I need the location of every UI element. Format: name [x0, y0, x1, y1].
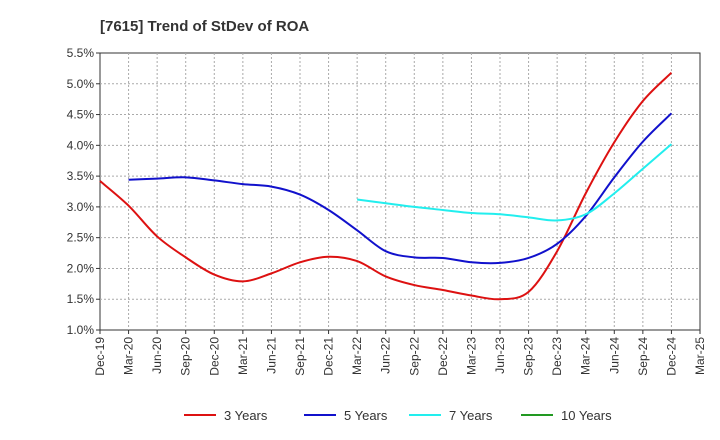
series-line-2 [128, 112, 673, 265]
y-tick-label: 2.0% [67, 261, 95, 275]
x-tick-label: Sep-23 [522, 337, 536, 376]
y-tick-label: 1.0% [67, 323, 95, 337]
y-tick-label: 2.5% [67, 231, 95, 245]
y-axis: 1.0% 1.5% 2.0% 2.5% 3.0% 3.5% 4.0% 4.5% 5.0% 5.5% [67, 46, 100, 337]
x-tick-label: Sep-21 [293, 337, 307, 376]
y-tick-label: 5.5% [67, 46, 95, 60]
legend: 3 Years 5 Years 7 Years 10 Years [184, 408, 612, 423]
x-tick-label: Jun-21 [264, 337, 278, 374]
x-tick-label: Jun-24 [607, 337, 621, 374]
x-tick-label: Dec-22 [436, 337, 450, 376]
y-tick-label: 5.0% [67, 77, 95, 91]
series-line-1 [99, 71, 673, 301]
legend-label-1: 3 Years [224, 408, 268, 423]
grid [100, 53, 700, 330]
x-tick-label: Sep-24 [636, 337, 650, 376]
x-tick-label: Dec-19 [93, 337, 107, 376]
x-tick-label: Dec-21 [322, 337, 336, 376]
x-tick-label: Jun-22 [379, 337, 393, 374]
x-tick-label: Jun-23 [493, 337, 507, 374]
y-tick-label: 1.5% [67, 292, 95, 306]
y-tick-label: 4.5% [67, 108, 95, 122]
x-tick-label: Mar-20 [122, 337, 136, 375]
series-lines [99, 71, 673, 301]
plot-area [99, 52, 701, 331]
y-tick-label: 3.0% [67, 200, 95, 214]
y-tick-label: 4.0% [67, 138, 95, 152]
chart-title: [7615] Trend of StDev of ROA [100, 18, 309, 35]
x-tick-label: Mar-21 [236, 337, 250, 375]
x-tick-label: Dec-24 [664, 337, 678, 376]
legend-label-2: 5 Years [344, 408, 388, 423]
x-axis: Dec-19 Mar-20 Jun-20 Sep-20 Dec-20 Mar-21 Jun-… [93, 330, 707, 376]
x-tick-label: Mar-25 [693, 337, 707, 375]
x-tick-label: Dec-23 [550, 337, 564, 376]
x-tick-label: Jun-20 [150, 337, 164, 374]
legend-label-4: 10 Years [561, 408, 612, 423]
x-tick-label: Mar-22 [350, 337, 364, 375]
x-tick-label: Mar-23 [464, 337, 478, 375]
x-tick-label: Sep-20 [179, 337, 193, 376]
y-tick-label: 3.5% [67, 169, 95, 183]
x-tick-label: Dec-20 [207, 337, 221, 376]
x-tick-label: Sep-22 [407, 337, 421, 376]
legend-label-3: 7 Years [449, 408, 493, 423]
series-line-3 [357, 143, 673, 222]
x-tick-label: Mar-24 [579, 337, 593, 375]
